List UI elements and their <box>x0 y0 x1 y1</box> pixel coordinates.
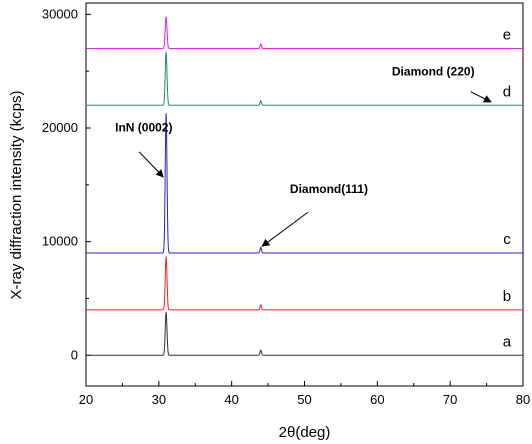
series-line-b <box>86 256 523 311</box>
curve-label-a: a <box>503 333 512 350</box>
series-line-c <box>86 113 523 254</box>
annotation-text-2: Diamond (220) <box>392 65 475 79</box>
annotation-text-1: Diamond(111) <box>290 182 368 196</box>
annotation-arrow-0 <box>138 151 164 178</box>
series-line-d <box>86 51 523 106</box>
x-tick-label: 70 <box>443 392 457 407</box>
y-axis-label: X-ray diffraction intensity (kcps) <box>8 91 25 300</box>
x-tick-label: 20 <box>79 392 93 407</box>
x-axis-label: 2θ(deg) <box>279 424 331 441</box>
curve-label-b: b <box>503 288 511 305</box>
y-tick-label: 30000 <box>42 6 78 21</box>
series-line-a <box>86 312 523 356</box>
x-tick-label: 50 <box>297 392 311 407</box>
annotation-text-0: InN (0002) <box>115 120 172 134</box>
curve-labels: a b c d e <box>503 26 512 350</box>
x-tick-label: 80 <box>516 392 530 407</box>
curve-label-c: c <box>503 231 511 248</box>
y-tick-label: 0 <box>71 347 78 362</box>
x-tick-label: 30 <box>152 392 166 407</box>
annotations: InN (0002) Diamond(111) Diamond (220) <box>115 65 492 247</box>
series-line-e <box>86 16 523 49</box>
curve-label-d: d <box>503 83 511 100</box>
x-tick-label: 60 <box>370 392 384 407</box>
annotation-arrow-1 <box>261 211 309 247</box>
series-group <box>86 16 523 356</box>
curve-label-e: e <box>503 26 511 43</box>
y-tick-label: 10000 <box>42 234 78 249</box>
x-tick-label: 40 <box>224 392 238 407</box>
axis-ticks: 20 30 40 50 60 70 80 0 10000 20000 30000 <box>42 6 530 407</box>
y-tick-label: 20000 <box>42 120 78 135</box>
annotation-arrow-2 <box>470 91 492 103</box>
